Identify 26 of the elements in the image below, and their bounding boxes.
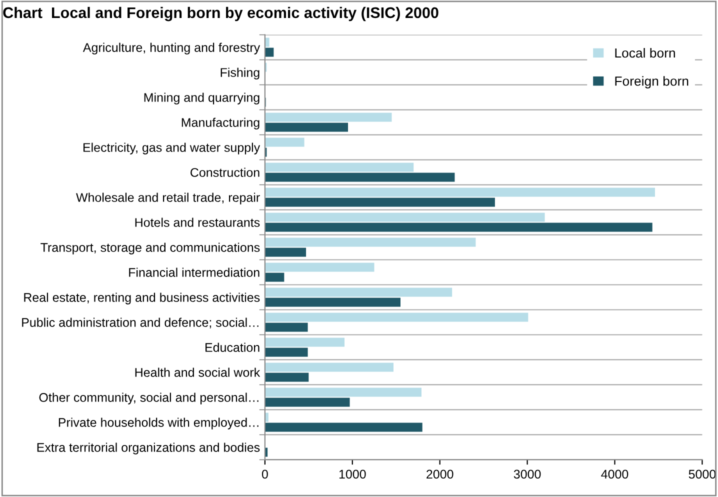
y-tick-label: Hotels and restaurants <box>135 218 260 227</box>
y-tick-label: Public administration and defence; social… <box>22 318 258 328</box>
x-tick-label: 4000 <box>601 470 628 479</box>
y-tick-label: Fishing <box>220 68 260 80</box>
chart-title: Chart Local and Foreign born by ecomic activity (ISIC) 2000 <box>3 6 438 22</box>
y-tick-label: Real estate, renting and business activities <box>24 292 260 304</box>
y-tick-label: Construction <box>190 168 260 177</box>
y-tick-label: Financial intermediation <box>129 268 260 277</box>
y-tick-label: Education <box>206 342 260 352</box>
y-tick-label: Manufacturing <box>182 118 260 130</box>
x-tick-label: 1000 <box>339 470 366 479</box>
y-tick-label: Health and social work <box>135 368 260 377</box>
x-tick-label: 0 <box>262 470 268 479</box>
y-tick-label: Other community, social and personal… <box>39 392 258 404</box>
y-tick-label: Private households with employed… <box>58 418 258 430</box>
y-tick-label: Mining and quarrying <box>144 92 260 104</box>
x-tick-label: 5000 <box>688 470 716 479</box>
y-tick-label: Electricity, gas and water supply <box>83 142 260 154</box>
legend-label: Local born <box>615 48 675 58</box>
y-tick-label: Extra territorial organizations and bodies <box>37 442 260 454</box>
y-tick-label: Wholesale and retail trade, repair <box>76 192 260 204</box>
y-tick-label: Transport, storage and communications <box>40 242 260 254</box>
legend-label: Foreign born <box>615 76 688 88</box>
x-tick-label: 2000 <box>426 470 454 479</box>
x-tick-label: 3000 <box>514 470 541 479</box>
y-tick-label: Agriculture, hunting and forestry <box>82 42 260 54</box>
